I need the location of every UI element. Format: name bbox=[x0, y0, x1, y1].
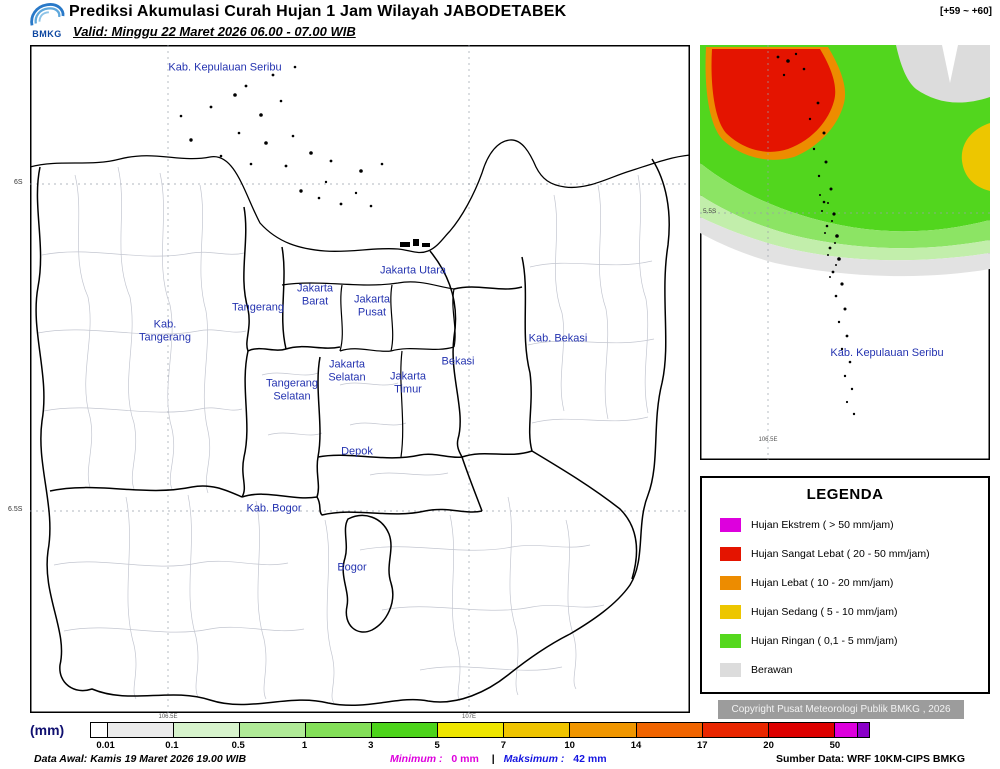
legend-item-ekstrem: Hujan Ekstrem ( > 50 mm/jam) bbox=[720, 518, 988, 532]
region-label-tangerang-selatan: Tangerang Selatan bbox=[266, 377, 318, 402]
legend-item-sangat-lebat: Hujan Sangat Lebat ( 20 - 50 mm/jam) bbox=[720, 547, 988, 561]
legend-label-ekstrem: Hujan Ekstrem ( > 50 mm/jam) bbox=[751, 519, 894, 531]
region-label-kepulauan-seribu: Kab. Kepulauan Seribu bbox=[168, 61, 282, 74]
legend-swatch-berawan bbox=[720, 663, 741, 677]
colorbar-tick: 0.5 bbox=[231, 740, 245, 751]
legend-item-lebat: Hujan Lebat ( 10 - 20 mm/jam) bbox=[720, 576, 988, 590]
colorbar-tick: 17 bbox=[697, 740, 708, 751]
lat-label-6s: 6S bbox=[14, 179, 23, 186]
region-label-bogor: Bogor bbox=[337, 561, 367, 574]
legend-title: LEGENDA bbox=[806, 486, 884, 503]
legend-label-ringan: Hujan Ringan ( 0,1 - 5 mm/jam) bbox=[751, 635, 898, 647]
min-max-separator: | bbox=[491, 753, 495, 765]
legend-item-ringan: Hujan Ringan ( 0,1 - 5 mm/jam) bbox=[720, 634, 988, 648]
region-label-tangerang: Tangerang bbox=[232, 301, 284, 314]
colorbar-segment bbox=[106, 723, 173, 737]
main-map: Kab. Kepulauan Seribu Tangerang Kab. Tan… bbox=[30, 45, 690, 713]
legend-label-berawan: Berawan bbox=[751, 664, 793, 676]
region-label-jakarta-selatan: Jakarta Selatan bbox=[328, 358, 366, 383]
minimum-label: Minimum : bbox=[390, 753, 443, 765]
rain-areas bbox=[700, 45, 990, 277]
region-label-depok: Depok bbox=[341, 445, 373, 458]
lon-label-107e: 107E bbox=[461, 714, 477, 720]
region-label-jakarta-timur: Jakarta Timur bbox=[389, 370, 427, 395]
lat-label-6-5s: 6.5S bbox=[8, 506, 23, 513]
colorbar-segment bbox=[91, 723, 107, 737]
legend-label-sangat-lebat: Hujan Sangat Lebat ( 20 - 50 mm/jam) bbox=[751, 548, 930, 560]
colorbar-tick: 50 bbox=[829, 740, 841, 751]
legend-swatch-sangat-lebat bbox=[720, 547, 741, 561]
colorbar-segment bbox=[569, 723, 636, 737]
legend-label-lebat: Hujan Lebat ( 10 - 20 mm/jam) bbox=[751, 577, 894, 589]
legend-swatch-ekstrem bbox=[720, 518, 741, 532]
lon-label-106-5e: 106.5E bbox=[158, 714, 178, 720]
inset-rainfall-map: Kab. Kepulauan Seribu 5.5S 106.5E bbox=[700, 45, 990, 460]
colorbar-segment bbox=[238, 723, 305, 737]
colorbar-tick: 7 bbox=[500, 740, 507, 751]
forecast-hour-range: [+59 ~ +60] bbox=[940, 6, 992, 17]
legend-box: LEGENDA Hujan Ekstrem ( > 50 mm/jam) Huj… bbox=[700, 476, 990, 694]
maximum-value: 42 mm bbox=[573, 753, 607, 765]
inset-lon-label: 106.5E bbox=[758, 437, 778, 443]
bmkg-logo-icon bbox=[30, 3, 65, 26]
inset-map-svg bbox=[700, 45, 990, 460]
colorbar-ticks: 0.01 0.1 0.5 1 3 5 7 10 14 17 20 50 bbox=[90, 740, 870, 752]
legend-label-sedang: Hujan Sedang ( 5 - 10 mm/jam) bbox=[751, 606, 898, 618]
colorbar-tick: 0.1 bbox=[165, 740, 179, 751]
colorbar-tick: 3 bbox=[368, 740, 374, 751]
colorbar-tick: 20 bbox=[763, 740, 774, 751]
legend-swatch-sedang bbox=[720, 605, 741, 619]
legend-swatch-lebat bbox=[720, 576, 741, 590]
colorbar-segment bbox=[635, 723, 702, 737]
colorbar bbox=[90, 722, 870, 738]
coastline bbox=[30, 139, 690, 254]
region-label-bekasi: Bekasi bbox=[441, 355, 475, 368]
inset-islands bbox=[776, 52, 856, 416]
min-max-values: Minimum : 0 mm | Maksimum : 42 mm bbox=[390, 753, 607, 765]
bmkg-logo-label: BMKG bbox=[32, 29, 62, 39]
inset-lat-label: 5.5S bbox=[703, 208, 717, 215]
colorbar-tick: 1 bbox=[301, 740, 308, 751]
colorbar-segment bbox=[857, 723, 869, 737]
colorbar-segment bbox=[371, 723, 438, 737]
region-label-jakarta-barat: Jakarta Barat bbox=[296, 282, 334, 307]
colorbar-segment bbox=[503, 723, 570, 737]
legend-item-berawan: Berawan bbox=[720, 663, 988, 677]
minimum-value: 0 mm bbox=[451, 753, 479, 765]
subdistrict-boundaries bbox=[37, 166, 655, 704]
region-label-kab-bogor: Kab. Bogor bbox=[246, 502, 302, 515]
colorbar-segment bbox=[304, 723, 372, 737]
copyright-bar: Copyright Pusat Meteorologi Publik BMKG … bbox=[718, 700, 964, 719]
main-map-svg bbox=[30, 45, 690, 713]
colorbar-segment bbox=[701, 723, 768, 737]
colorbar-segment bbox=[767, 723, 834, 737]
colorbar-unit-label: (mm) bbox=[30, 722, 65, 738]
region-label-kab-tangerang: Kab. Tangerang bbox=[139, 318, 191, 343]
islands bbox=[179, 65, 430, 247]
region-label-jakarta-pusat: Jakarta Pusat bbox=[353, 293, 391, 318]
legend-swatch-ringan bbox=[720, 634, 741, 648]
colorbar-tick: 0.01 bbox=[96, 740, 115, 751]
colorbar-segment bbox=[172, 723, 239, 737]
colorbar-tick: 14 bbox=[630, 740, 642, 751]
colorbar-tick: 5 bbox=[434, 740, 440, 751]
colorbar-segment bbox=[437, 723, 504, 737]
data-source-text: Sumber Data: WRF 10KM-CIPS BMKG bbox=[775, 753, 965, 765]
maximum-label: Maksimum : bbox=[503, 753, 565, 765]
legend-item-sedang: Hujan Sedang ( 5 - 10 mm/jam) bbox=[720, 605, 988, 619]
valid-time-subtitle: Valid: Minggu 22 Maret 2026 06.00 - 07.0… bbox=[73, 24, 356, 39]
region-label-kab-bekasi: Kab. Bekasi bbox=[528, 332, 588, 345]
jakarta-internal-boundaries bbox=[281, 281, 456, 458]
colorbar-segment bbox=[833, 723, 858, 737]
page-title: Prediksi Akumulasi Curah Hujan 1 Jam Wil… bbox=[69, 3, 567, 20]
data-awal-text: Data Awal: Kamis 19 Maret 2026 19.00 WIB bbox=[34, 753, 247, 765]
district-boundaries bbox=[35, 158, 670, 707]
inset-region-label: Kab. Kepulauan Seribu bbox=[830, 347, 944, 359]
colorbar-tick: 10 bbox=[564, 740, 575, 751]
inset-graticule bbox=[700, 45, 990, 460]
graticule bbox=[30, 45, 690, 713]
region-label-jakarta-utara: Jakarta Utara bbox=[379, 264, 447, 277]
